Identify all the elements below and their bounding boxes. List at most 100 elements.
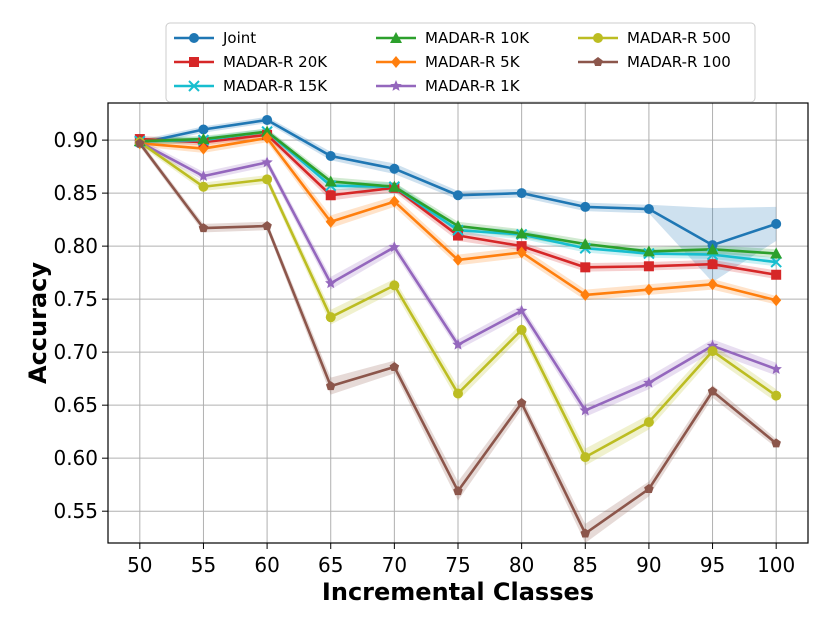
point-madar-r-100 (453, 486, 463, 496)
point-madar-r-10k (706, 243, 719, 255)
point-madar-r-100 (516, 398, 527, 408)
legend-label-madar-r-15k: MADAR-R 15K (223, 77, 328, 95)
point-madar-r-1k (452, 338, 464, 350)
point-madar-r-20k (453, 230, 463, 241)
point-madar-r-5k (707, 278, 718, 291)
point-madar-r-100 (707, 386, 718, 396)
y-tick-label: 0.80 (53, 234, 98, 258)
y-tick-label: 0.70 (53, 340, 98, 364)
point-madar-r-10k (770, 247, 783, 259)
point-madar-r-20k (707, 259, 718, 270)
legend-marker-madar-r-100 (593, 57, 603, 67)
x-tick-label: 90 (636, 553, 661, 577)
x-tick-label: 65 (318, 553, 343, 577)
y-tick-label: 0.90 (53, 128, 98, 152)
point-madar-r-20k (516, 241, 527, 252)
x-tick-label: 55 (191, 553, 216, 577)
point-madar-r-5k (771, 294, 782, 307)
point-madar-r-500 (262, 174, 273, 185)
point-joint (198, 124, 209, 135)
point-madar-r-1k (643, 376, 655, 388)
point-madar-r-1k (197, 170, 210, 182)
x-tick-label: 80 (509, 553, 534, 577)
x-axis-label: Incremental Classes (322, 578, 594, 606)
point-madar-r-10k (261, 125, 274, 137)
point-madar-r-1k (515, 304, 528, 316)
legend-marker-madar-r-500 (593, 33, 603, 43)
point-madar-r-5k (198, 142, 209, 155)
point-madar-r-100 (389, 362, 400, 372)
legend-marker-madar-r-1k (390, 80, 402, 91)
point-madar-r-500 (516, 324, 527, 335)
point-madar-r-10k (452, 219, 464, 231)
legend-marker-madar-r-15k (188, 80, 200, 92)
point-madar-r-1k (388, 241, 401, 253)
point-madar-r-5k (389, 195, 400, 208)
point-madar-r-10k (515, 227, 528, 239)
point-madar-r-10k (388, 180, 401, 192)
point-joint (580, 201, 591, 212)
point-madar-r-20k (580, 262, 591, 273)
point-madar-r-100 (198, 223, 209, 233)
legend-label-madar-r-20k: MADAR-R 20K (223, 53, 328, 71)
legend-label-madar-r-5k: MADAR-R 5K (425, 53, 521, 71)
legend-box (165, 22, 756, 103)
x-tick-label: 85 (573, 553, 598, 577)
legend-marker-madar-r-20k (189, 57, 199, 67)
legend-label-madar-r-1k: MADAR-R 1K (425, 77, 521, 95)
point-joint (262, 114, 273, 125)
band-madar-r-500 (139, 139, 777, 466)
y-tick-label: 0.85 (53, 181, 98, 205)
point-madar-r-500 (389, 280, 400, 291)
point-madar-r-100 (325, 381, 336, 391)
x-tick-label: 60 (254, 553, 279, 577)
x-tick-label: 50 (127, 553, 152, 577)
point-madar-r-5k (516, 246, 527, 259)
series-markers (133, 114, 783, 538)
grid (108, 103, 808, 543)
y-tick-label: 0.75 (53, 287, 98, 311)
point-madar-r-20k (771, 269, 782, 280)
x-tick-label: 100 (757, 553, 795, 577)
point-joint (643, 204, 654, 215)
point-madar-r-500 (707, 346, 718, 357)
point-madar-r-100 (262, 220, 272, 231)
legend-label-joint: Joint (222, 29, 256, 47)
legend-marker-madar-r-5k (391, 56, 401, 68)
point-madar-r-5k (643, 283, 654, 296)
legend-label-madar-r-10k: MADAR-R 10K (425, 29, 530, 47)
point-joint (453, 190, 463, 201)
point-madar-r-500 (198, 181, 209, 192)
point-madar-r-100 (135, 138, 145, 148)
point-joint (516, 188, 527, 199)
point-madar-r-500 (453, 388, 463, 399)
point-madar-r-100 (644, 483, 654, 493)
legend-marker-madar-r-10k (390, 32, 402, 43)
axis-ticks: 50 55 60 65 70 75 80 85 90 95 100 0.55 0.60 0.65 0.70 0… (53, 128, 795, 577)
band-madar-r-20k (139, 131, 777, 279)
point-madar-r-10k (324, 175, 337, 187)
point-madar-r-1k (261, 156, 273, 168)
point-joint (771, 218, 782, 229)
point-madar-r-5k (580, 288, 591, 301)
point-madar-r-500 (580, 452, 591, 463)
y-tick-label: 0.55 (53, 499, 98, 523)
point-madar-r-5k (325, 215, 336, 228)
point-madar-r-5k (453, 253, 463, 266)
point-madar-r-500 (643, 417, 654, 428)
point-madar-r-500 (325, 312, 336, 323)
point-madar-r-100 (771, 438, 781, 448)
point-madar-r-1k (770, 363, 782, 374)
legend-label-madar-r-500: MADAR-R 500 (627, 29, 731, 47)
point-madar-r-5k (262, 131, 273, 144)
legend-marker-joint (189, 33, 199, 43)
y-tick-label: 0.65 (53, 393, 98, 417)
point-madar-r-20k (643, 261, 654, 272)
point-madar-r-10k (197, 133, 210, 145)
point-joint (389, 163, 400, 174)
point-madar-r-20k (325, 190, 336, 201)
point-madar-r-10k (642, 245, 655, 257)
legend: Joint MADAR-R 20K MADAR-R 15K MADAR-R 10K MA… (165, 22, 756, 103)
legend-label-madar-r-100: MADAR-R 100 (627, 53, 731, 71)
